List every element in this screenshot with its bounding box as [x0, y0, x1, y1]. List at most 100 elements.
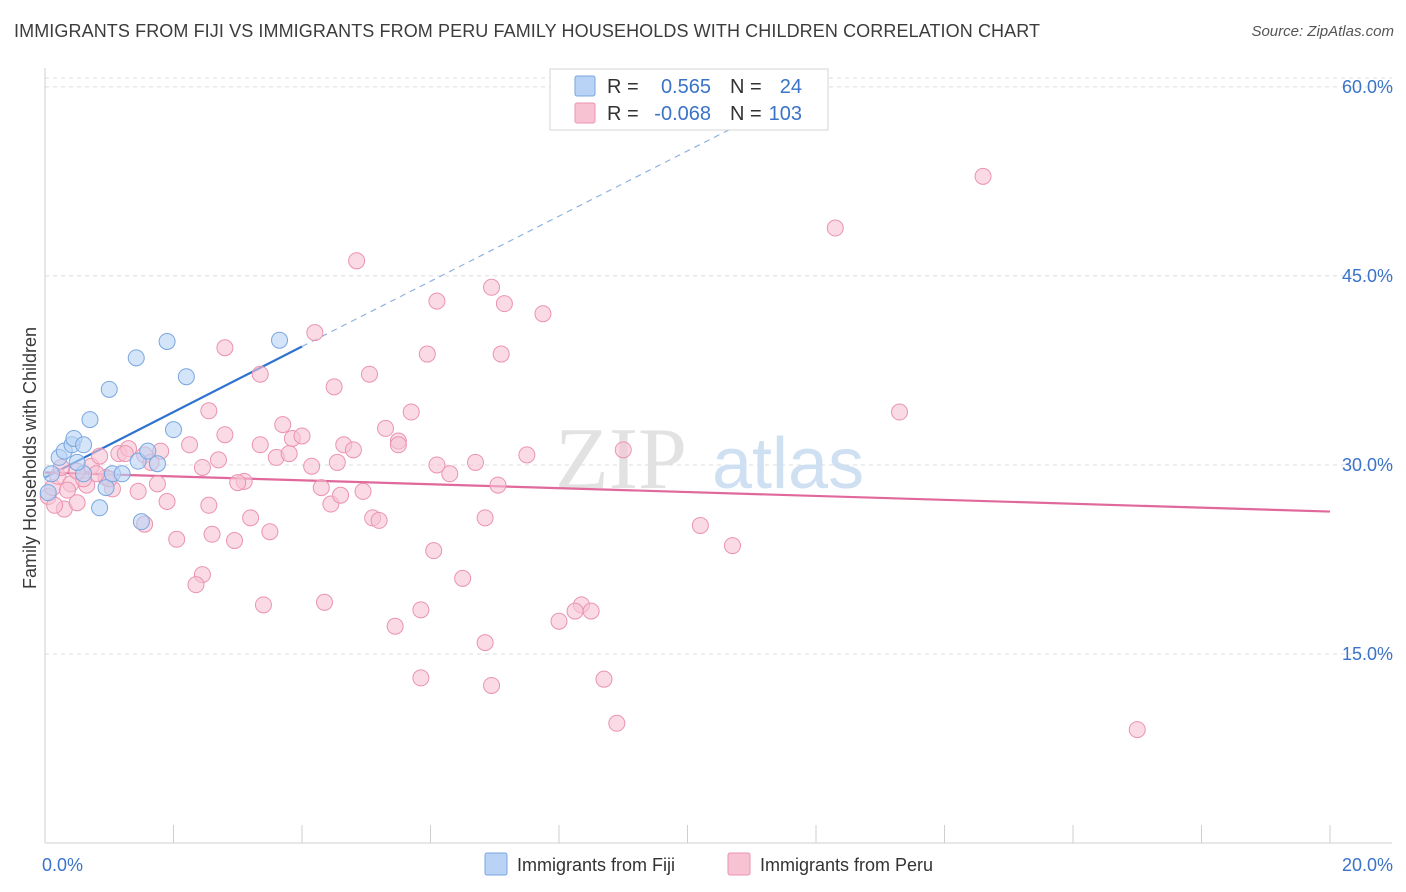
peru-point — [370, 511, 388, 529]
peru-point — [389, 436, 407, 454]
legend-label-peru: Immigrants from Peru — [760, 855, 933, 875]
y-tick-label: 15.0% — [1342, 644, 1393, 664]
peru-point — [476, 509, 494, 527]
peru-point — [332, 486, 350, 504]
peru-point — [386, 617, 404, 635]
peru-point — [483, 278, 501, 296]
fiji-points — [39, 331, 289, 531]
legend-swatch-peru — [727, 852, 751, 876]
fiji-point — [39, 484, 57, 502]
peru-point — [303, 457, 321, 475]
peru-point — [412, 669, 430, 687]
peru-point — [402, 403, 420, 421]
legend-label-fiji: Immigrants from Fiji — [517, 855, 675, 875]
peru-point — [412, 601, 430, 619]
peru-point — [203, 525, 221, 543]
peru-point — [209, 451, 227, 469]
stats-r-label-fiji: R = — [607, 76, 639, 98]
stats-r-value-fiji: 0.565 — [661, 76, 711, 98]
chart-source: Source: ZipAtlas.com — [1251, 23, 1394, 40]
peru-point — [550, 612, 568, 630]
peru-point — [483, 676, 501, 694]
stats-swatch-peru — [574, 102, 596, 124]
stats-box-frame — [549, 68, 829, 131]
peru-point — [148, 475, 166, 493]
fiji-point — [132, 513, 150, 531]
fiji-trend-extension — [301, 101, 785, 348]
series-legend: Immigrants from Fiji Immigrants from Per… — [484, 852, 933, 876]
peru-point — [116, 445, 134, 463]
peru-point — [193, 458, 211, 476]
peru-point — [1128, 721, 1146, 739]
peru-point — [306, 324, 324, 342]
x-tick-label-min: 0.0% — [42, 855, 83, 875]
peru-point — [344, 441, 362, 459]
peru-point — [129, 482, 147, 500]
fiji-point — [42, 465, 60, 483]
peru-point — [328, 453, 346, 471]
peru-point — [441, 465, 459, 483]
fiji-point — [177, 368, 195, 386]
peru-point — [242, 509, 260, 527]
fiji-point — [91, 499, 109, 517]
chart-title: IMMIGRANTS FROM FIJI VS IMMIGRANTS FROM … — [14, 21, 1041, 41]
peru-point — [360, 365, 378, 383]
fiji-point — [113, 465, 131, 483]
fiji-point — [100, 380, 118, 398]
axes — [44, 68, 1392, 844]
peru-point — [158, 492, 176, 510]
stats-swatch-fiji — [574, 75, 596, 97]
peru-point — [168, 530, 186, 548]
y-tick-label: 45.0% — [1342, 266, 1393, 286]
fiji-point — [68, 453, 86, 471]
peru-point — [261, 523, 279, 541]
trend-lines — [44, 101, 1331, 513]
peru-point — [251, 436, 269, 454]
peru-point — [614, 441, 632, 459]
y-tick-label: 30.0% — [1342, 455, 1393, 475]
peru-point — [325, 378, 343, 396]
fiji-point — [148, 455, 166, 473]
peru-point — [495, 295, 513, 313]
fiji-point — [271, 331, 289, 349]
stats-n-label-fiji: N = — [730, 76, 762, 98]
peru-point — [489, 476, 507, 494]
peru-point — [187, 576, 205, 594]
peru-point — [280, 445, 298, 463]
peru-point — [200, 496, 218, 514]
peru-point — [254, 596, 272, 614]
peru-point — [428, 292, 446, 310]
fiji-point — [158, 332, 176, 350]
peru-point — [274, 416, 292, 434]
legend-swatch-fiji — [484, 852, 508, 876]
peru-points — [39, 167, 1146, 739]
y-axis-label: Family Households with Children — [20, 327, 40, 589]
peru-point — [826, 219, 844, 237]
fiji-point — [97, 479, 115, 497]
fiji-point — [165, 421, 182, 439]
peru-point — [68, 494, 86, 512]
stats-n-value-fiji: 24 — [780, 76, 802, 98]
peru-point — [377, 419, 395, 437]
fiji-point — [75, 436, 93, 454]
peru-point — [229, 474, 247, 492]
stats-r-value-peru: -0.068 — [654, 103, 711, 125]
peru-point — [58, 481, 76, 499]
tick-labels: 15.0% 30.0% 45.0% 60.0% 0.0% 20.0% — [42, 77, 1393, 875]
stats-n-value-peru: 103 — [769, 103, 802, 125]
stats-r-label-peru: R = — [607, 103, 639, 125]
peru-point — [476, 634, 494, 652]
watermark-zip: ZIP — [555, 411, 687, 508]
peru-point — [582, 602, 600, 620]
peru-point — [226, 532, 244, 550]
peru-point — [354, 482, 372, 500]
watermark-atlas: atlas — [712, 424, 864, 504]
fiji-point — [127, 349, 145, 367]
peru-point — [315, 593, 333, 611]
peru-point — [312, 479, 330, 497]
peru-point — [691, 516, 709, 534]
peru-point — [466, 453, 484, 471]
peru-point — [425, 542, 443, 560]
peru-point — [418, 345, 436, 363]
peru-point — [608, 714, 626, 732]
